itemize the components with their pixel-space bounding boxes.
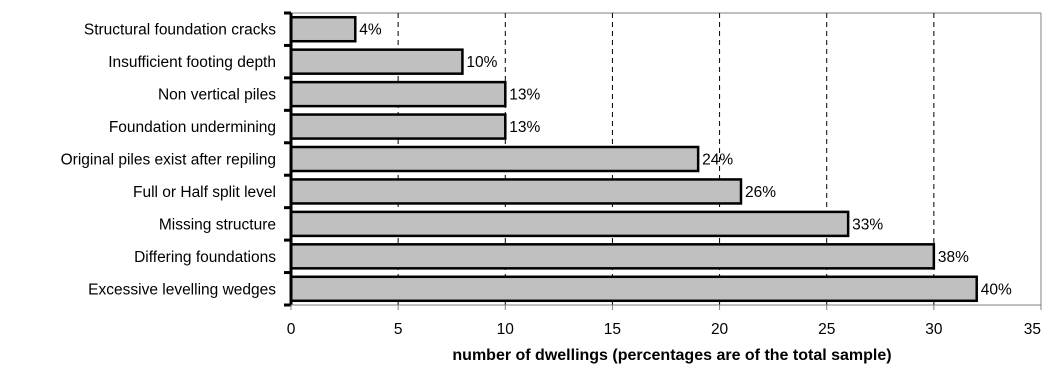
- x-tick-label: 5: [394, 321, 403, 338]
- category-label: Original piles exist after repiling: [61, 152, 276, 169]
- x-tick-labels: 0 5 10 15 20 25 30 35: [287, 321, 1041, 338]
- data-label: 24%: [702, 152, 733, 169]
- x-axis: [290, 304, 1042, 310]
- x-tick-label: 25: [818, 321, 835, 338]
- category-label: Structural foundation cracks: [84, 22, 276, 39]
- bar: [289, 15, 357, 43]
- data-label: 13%: [509, 87, 540, 104]
- bar: [289, 48, 464, 75]
- x-tick-label: 10: [497, 321, 515, 338]
- data-label: 26%: [745, 184, 776, 201]
- plot-area: [291, 12, 1042, 305]
- bar: [289, 145, 700, 173]
- x-tick-label: 30: [925, 321, 943, 338]
- bar: [289, 275, 978, 303]
- category-labels: Structural foundation cracks Insufficient…: [61, 22, 277, 299]
- bar: [289, 210, 850, 238]
- data-label: 10%: [466, 54, 497, 71]
- data-label: 4%: [359, 22, 382, 39]
- x-axis-title: number of dwellings (percentages are of …: [452, 347, 891, 364]
- category-label: Missing structure: [159, 216, 276, 233]
- category-label: Foundation undermining: [109, 119, 276, 136]
- data-label: 40%: [981, 281, 1012, 298]
- category-label: Excessive levelling wedges: [88, 281, 276, 298]
- y-axis: [284, 11, 293, 307]
- category-label: Non vertical piles: [158, 87, 276, 104]
- bar: [289, 243, 936, 270]
- bar: [289, 178, 743, 205]
- x-tick-label: 0: [287, 321, 296, 338]
- bar: [289, 113, 507, 140]
- data-label: 33%: [852, 216, 883, 233]
- x-tick-label: 20: [711, 321, 729, 338]
- data-label: 38%: [938, 249, 969, 266]
- category-label: Insufficient footing depth: [108, 54, 276, 71]
- x-tick-label: 35: [1024, 321, 1041, 338]
- data-label: 13%: [509, 119, 540, 136]
- x-tick-label: 15: [604, 321, 621, 338]
- bar: [289, 80, 507, 108]
- category-label: Full or Half split level: [133, 184, 276, 201]
- bars: [289, 15, 978, 303]
- data-labels: 4% 10% 13% 13% 24% 26% 33% 38% 40%: [359, 22, 1012, 299]
- category-label: Differing foundations: [134, 249, 276, 266]
